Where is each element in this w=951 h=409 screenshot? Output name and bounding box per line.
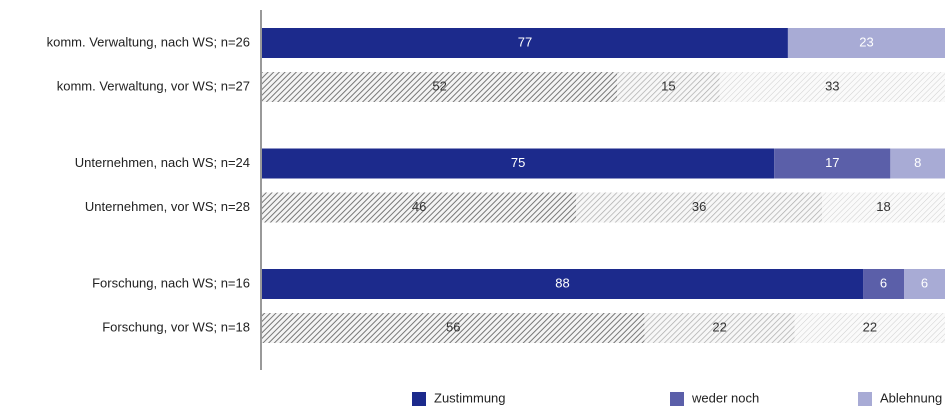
category-label: Unternehmen, vor WS; n=28	[85, 199, 250, 214]
data-label: 15	[661, 78, 675, 93]
legend-swatch	[858, 392, 872, 406]
data-label: 22	[712, 319, 726, 334]
data-label: 18	[876, 199, 890, 214]
bar-segment	[863, 269, 905, 299]
bar-segment	[787, 28, 945, 58]
legend-label: Zustimmung	[434, 390, 506, 405]
data-label: 56	[446, 319, 460, 334]
bar-segment	[822, 192, 945, 223]
bar-segment	[644, 313, 795, 343]
bar-segment	[794, 313, 945, 343]
data-label: 17	[825, 155, 839, 170]
data-label: 22	[863, 319, 877, 334]
data-label: 88	[555, 275, 569, 290]
category-label: Unternehmen, nach WS; n=24	[75, 155, 250, 170]
legend-label: Ablehnung	[880, 390, 942, 405]
data-label: 23	[859, 34, 873, 49]
bar-segment	[262, 28, 788, 58]
bar-segment	[719, 72, 945, 102]
bar-segment	[262, 72, 618, 102]
category-label: Forschung, vor WS; n=18	[102, 319, 250, 334]
legend-label: weder noch	[691, 390, 759, 405]
bar-segment	[262, 313, 645, 343]
legend-swatch	[670, 392, 684, 406]
bar-segment	[262, 192, 577, 223]
data-label: 6	[880, 275, 887, 290]
bar-segment	[617, 72, 720, 102]
data-label: 46	[412, 199, 426, 214]
data-label: 33	[825, 78, 839, 93]
bar-segment	[576, 192, 823, 223]
data-label: 77	[518, 34, 532, 49]
legend-swatch	[412, 392, 426, 406]
category-label: Forschung, nach WS; n=16	[92, 275, 250, 290]
data-label: 52	[432, 78, 446, 93]
data-label: 75	[511, 155, 525, 170]
category-label: komm. Verwaltung, nach WS; n=26	[47, 34, 250, 49]
data-label: 36	[692, 199, 706, 214]
data-label: 6	[921, 275, 928, 290]
bar-segment	[904, 269, 945, 299]
bar-segment	[262, 269, 864, 299]
data-label: 8	[914, 155, 921, 170]
bar-segment	[262, 148, 775, 179]
category-label: komm. Verwaltung, vor WS; n=27	[57, 78, 250, 93]
bar-segment	[774, 148, 891, 179]
bar-segment	[890, 148, 945, 179]
